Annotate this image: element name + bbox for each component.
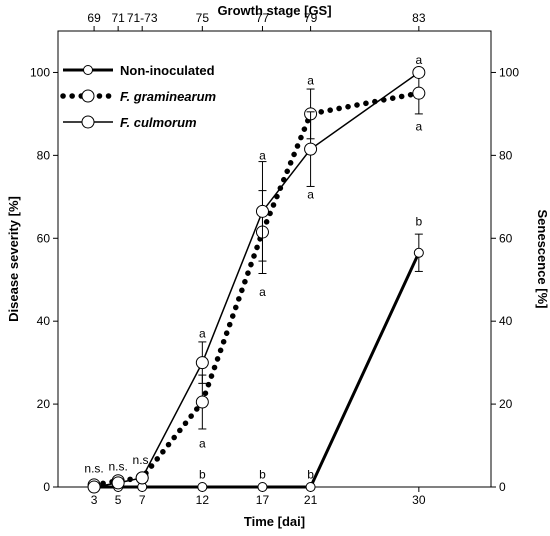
data-point	[135, 471, 149, 485]
x-tick-label: 3	[91, 493, 98, 507]
x-tick-label: 30	[412, 493, 426, 507]
y-axis-title: Disease severity [%]	[6, 196, 21, 322]
x-tick-label: 12	[196, 493, 210, 507]
annotation-label: b	[415, 215, 422, 229]
data-point	[255, 204, 269, 218]
legend-item: Non-inoculated	[63, 63, 215, 78]
annotation-label: a	[259, 285, 266, 299]
annotation-label: a	[259, 148, 266, 162]
annotation-label: b	[259, 468, 266, 482]
legend-swatch-marker	[81, 115, 95, 129]
annotation-label: a	[415, 53, 422, 67]
annotation-layer: n.s. n.s. n.s. a a b a a b a a b a a b	[84, 53, 422, 482]
top-tick-label: 71	[111, 11, 125, 25]
top-tick-label: 79	[304, 11, 318, 25]
tick-labels: 3 5 7 12 17 21 30 69 71 71-73 75 77 79 83 0 0 20 20 40 40 60…	[30, 11, 519, 507]
annotation-label: a	[199, 327, 206, 341]
annotation-label: n.s.	[84, 461, 103, 475]
y2-tick-label: 20	[499, 397, 513, 411]
legend-label: Non-inoculated	[120, 63, 215, 78]
y2-tick-label: 0	[499, 480, 506, 494]
series-line	[91, 90, 422, 488]
annotation-label: b	[307, 468, 314, 482]
y-tick-label: 60	[37, 231, 51, 245]
annotation-label: a	[415, 119, 422, 133]
annotation-label: a	[307, 188, 314, 202]
data-point	[412, 86, 426, 100]
top-tick-label: 71-73	[127, 11, 158, 25]
y2-tick-label: 80	[499, 148, 513, 162]
data-point	[195, 395, 209, 409]
y-tick-label: 0	[43, 480, 50, 494]
y-tick-label: 40	[37, 314, 51, 328]
x-tick-label: 21	[304, 493, 318, 507]
legend-swatch-marker	[83, 65, 93, 75]
top-tick-label: 75	[196, 11, 210, 25]
x-tick-label: 17	[256, 493, 270, 507]
data-point	[304, 142, 318, 156]
series-f-culmorum	[87, 65, 426, 494]
x-axis-title: Time [dai]	[244, 514, 305, 529]
data-point	[412, 65, 426, 79]
top-tick-label: 77	[256, 11, 270, 25]
y2-tick-label: 40	[499, 314, 513, 328]
y2-tick-label: 60	[499, 231, 513, 245]
legend-item: F. culmorum	[63, 115, 197, 130]
annotation-label: a	[307, 74, 314, 88]
x-tick-label: 7	[139, 493, 146, 507]
data-point	[195, 356, 209, 370]
legend-label: F. culmorum	[120, 115, 197, 130]
legend: Non-inoculated F. graminearum F. culmorum	[60, 63, 217, 130]
annotation-label: n.s.	[108, 459, 127, 473]
annotation-label: n.s.	[133, 453, 152, 467]
series-layer	[87, 65, 426, 494]
series-f-graminearum	[87, 71, 426, 492]
annotation-label: a	[199, 436, 206, 450]
legend-label: F. graminearum	[120, 89, 217, 104]
y2-axis-title: Senescence [%]	[535, 210, 550, 309]
data-point	[257, 482, 268, 492]
annotation-label: b	[199, 468, 206, 482]
data-point	[87, 480, 101, 494]
series-line	[94, 252, 421, 489]
y2-tick-label: 100	[499, 65, 519, 79]
top-tick-label: 83	[412, 11, 426, 25]
top-axis-title: Growth stage [GS]	[217, 3, 331, 18]
x-tick-label: 5	[115, 493, 122, 507]
data-point	[413, 247, 424, 258]
series-line	[93, 71, 420, 488]
top-tick-label: 69	[87, 11, 101, 25]
legend-item: F. graminearum	[60, 89, 217, 104]
y-tick-label: 100	[30, 65, 50, 79]
data-point	[197, 482, 208, 492]
legend-swatch-marker	[81, 89, 95, 103]
data-point	[305, 482, 316, 492]
y-tick-label: 20	[37, 397, 51, 411]
data-point	[111, 476, 125, 490]
y-tick-label: 80	[37, 148, 51, 162]
